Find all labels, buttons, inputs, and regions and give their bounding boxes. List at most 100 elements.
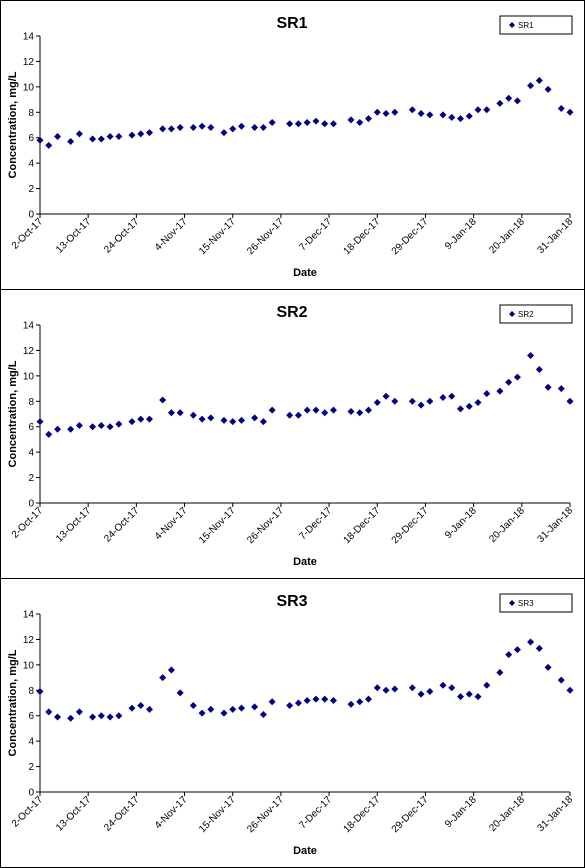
x-tick-label: 4-Nov-17: [153, 216, 190, 253]
legend-box: [499, 304, 573, 324]
data-point: [321, 695, 329, 703]
y-tick-label: 6: [28, 133, 34, 144]
chart-title: SR2: [276, 304, 307, 321]
data-point: [115, 420, 123, 428]
y-axis-label: Concentration, mg/L: [7, 71, 19, 178]
y-tick-label: 0: [28, 499, 34, 510]
data-point: [36, 136, 44, 144]
data-point: [286, 702, 294, 710]
data-point: [391, 108, 399, 116]
data-point: [176, 689, 184, 697]
data-point: [97, 135, 105, 143]
y-tick-label: 10: [23, 371, 35, 382]
data-point: [303, 696, 311, 704]
data-point: [566, 108, 574, 116]
data-point: [557, 385, 565, 393]
data-point: [365, 695, 373, 703]
data-point: [75, 130, 83, 138]
data-point: [373, 684, 381, 692]
data-point: [207, 414, 215, 422]
x-axis-label: Date: [293, 556, 317, 568]
x-tick-label: 7-Dec-17: [297, 505, 334, 542]
data-point: [89, 135, 97, 143]
data-point: [365, 406, 373, 414]
y-tick-label: 14: [23, 321, 35, 332]
x-tick-label: 26-Nov-17: [245, 505, 286, 546]
data-point: [303, 406, 311, 414]
data-point: [329, 120, 337, 128]
data-point: [167, 666, 175, 674]
data-point: [474, 693, 482, 701]
data-point: [496, 99, 504, 107]
x-tick-label: 4-Nov-17: [153, 794, 190, 831]
data-point: [544, 85, 552, 93]
data-point: [448, 684, 456, 692]
data-point: [527, 82, 535, 90]
x-tick-label: 24-Oct-17: [102, 505, 142, 545]
data-point: [312, 117, 320, 125]
y-tick-label: 12: [23, 346, 35, 357]
x-tick-label: 20-Jan-18: [487, 794, 527, 834]
data-point: [356, 118, 364, 126]
y-tick-label: 0: [28, 788, 34, 799]
data-point: [176, 409, 184, 417]
data-point: [426, 397, 434, 405]
data-point: [347, 116, 355, 124]
data-point: [207, 124, 215, 132]
data-point: [557, 676, 565, 684]
data-point: [159, 125, 167, 133]
x-tick-label: 31-Jan-18: [536, 216, 576, 256]
data-point: [294, 699, 302, 707]
x-tick-label: 2-Oct-17: [10, 216, 46, 252]
data-point: [75, 421, 83, 429]
data-point: [115, 712, 123, 720]
legend-box: [499, 593, 573, 613]
data-point: [426, 688, 434, 696]
data-point: [544, 383, 552, 391]
x-tick-label: 26-Nov-17: [245, 216, 286, 257]
data-point: [146, 705, 154, 713]
data-point: [167, 409, 175, 417]
data-point: [417, 110, 425, 118]
data-point: [408, 106, 416, 114]
data-point: [229, 418, 237, 426]
data-point: [426, 111, 434, 119]
x-tick-label: 9-Jan-18: [443, 216, 479, 252]
y-tick-label: 8: [28, 686, 34, 697]
legend-label: SR2: [518, 310, 534, 319]
chart-panel: SR3 0 2 4 6 8 10 12 14 2-Oct-17 13-Oct-17 24-Oct-17…: [0, 578, 585, 868]
data-point: [465, 112, 473, 120]
data-point: [146, 129, 154, 137]
data-point: [89, 713, 97, 721]
x-tick-label: 13-Oct-17: [54, 794, 94, 834]
data-point: [356, 698, 364, 706]
data-point: [456, 405, 464, 413]
data-point: [137, 702, 145, 710]
data-point: [259, 418, 267, 426]
y-tick-label: 14: [23, 610, 35, 621]
data-point: [36, 688, 44, 696]
data-point: [439, 111, 447, 119]
data-point: [45, 708, 53, 716]
data-point: [347, 700, 355, 708]
y-tick-label: 4: [28, 448, 34, 459]
x-tick-label: 15-Nov-17: [197, 794, 238, 835]
x-tick-label: 13-Oct-17: [54, 505, 94, 545]
y-tick-label: 12: [23, 57, 35, 68]
y-tick-label: 8: [28, 397, 34, 408]
y-tick-label: 10: [23, 660, 35, 671]
data-point: [89, 423, 97, 431]
y-tick-label: 6: [28, 422, 34, 433]
data-point: [137, 415, 145, 423]
data-point: [373, 108, 381, 116]
y-tick-label: 6: [28, 711, 34, 722]
x-tick-label: 26-Nov-17: [245, 794, 286, 835]
data-point: [189, 124, 197, 132]
y-tick-label: 14: [23, 32, 35, 43]
data-point: [189, 702, 197, 710]
data-point: [356, 409, 364, 417]
data-point: [259, 124, 267, 132]
data-point: [417, 690, 425, 698]
x-tick-label: 15-Nov-17: [197, 216, 238, 257]
x-tick-label: 4-Nov-17: [153, 505, 190, 542]
